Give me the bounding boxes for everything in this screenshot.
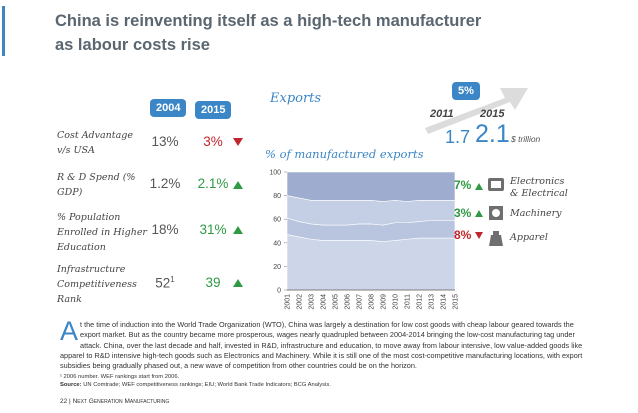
year: 2015 xyxy=(480,108,505,120)
y-tick-label: 100 xyxy=(269,170,281,177)
machinery-icon xyxy=(492,209,500,217)
up-arrow xyxy=(233,226,243,234)
accent-bar xyxy=(2,6,5,56)
indicator-label: R & D Spend (% GDP) xyxy=(57,172,136,198)
y-tick-label: 20 xyxy=(273,264,281,271)
x-tick-label: 2004 xyxy=(321,294,328,310)
separator: | xyxy=(69,398,71,405)
indicator-label: Cost Advantage v/s USA xyxy=(57,130,133,156)
value-2004: 1.2% xyxy=(149,176,181,191)
x-tick-label: 2012 xyxy=(417,294,424,310)
paragraph: t the time of induction into the World T… xyxy=(60,320,583,371)
up-arrow xyxy=(475,210,483,217)
y-tick-label: 40 xyxy=(273,240,281,247)
x-tick-label: 2015 xyxy=(453,294,460,310)
x-tick-label: 2014 xyxy=(441,294,448,310)
export-value: 2.1 xyxy=(475,120,510,148)
year-badge: 2015 xyxy=(195,101,232,119)
title-line: as labour costs rise xyxy=(55,36,210,54)
legend-change: 8% xyxy=(454,228,472,242)
y-tick-label: 80 xyxy=(273,193,281,200)
y-tick-label: 0 xyxy=(277,288,281,295)
x-tick-label: 2007 xyxy=(357,294,364,310)
page-footer: 22 | Next Generation Manufacturing xyxy=(60,398,169,405)
up-arrow xyxy=(233,279,243,287)
year: 2011 xyxy=(430,108,454,120)
source-text: UN Comtrade; WEF competitiveness ranking… xyxy=(83,382,331,388)
footnote-marker: 1 xyxy=(170,275,175,284)
value-2015: 39 xyxy=(205,275,221,290)
drop-cap: A xyxy=(60,316,79,346)
x-tick-label: 2001 xyxy=(285,294,292,310)
area xyxy=(286,171,456,202)
indicator-label: % Population Enrolled in Higher Educatio… xyxy=(57,212,147,253)
indicator-label: Infrastructure Competitiveness Rank xyxy=(57,264,137,305)
area xyxy=(286,234,456,291)
x-tick-label: 2003 xyxy=(309,294,316,310)
apparel-icon xyxy=(493,231,499,235)
x-tick-label: 2013 xyxy=(429,294,436,310)
source-label: Source: xyxy=(60,382,82,388)
up-arrow xyxy=(233,181,243,189)
value-2015: 3% xyxy=(203,134,223,149)
area-chart: 0 20 40 60 80 100 2001 2002 2003 2004 2005 2006 2007… xyxy=(269,170,459,310)
chart-title: % of manufactured exports xyxy=(265,147,424,161)
export-value: 1.7 xyxy=(445,127,471,147)
value-2004: 13% xyxy=(151,134,179,149)
legend-change: 7% xyxy=(454,178,472,192)
footnote: ¹ 2006 number. WEF rankings start from 2… xyxy=(60,374,180,380)
publication: Next Generation Manufacturing xyxy=(72,398,170,405)
exports-heading: Exports xyxy=(270,91,322,106)
x-tick-label: 2002 xyxy=(297,294,304,310)
apparel-icon xyxy=(489,235,503,246)
legend-label: Electronics & Electrical xyxy=(510,176,568,199)
growth-badge: 5% xyxy=(452,82,480,100)
down-arrow xyxy=(233,138,243,146)
growth-arrow xyxy=(425,88,528,134)
source: Source: UN Comtrade; WEF competitiveness… xyxy=(60,382,331,388)
up-arrow xyxy=(475,183,483,190)
legend-label: Apparel xyxy=(510,232,548,243)
icons xyxy=(488,178,504,246)
x-tick-label: 2005 xyxy=(333,294,340,310)
value-2015: 31% xyxy=(199,222,227,237)
legend-change: 3% xyxy=(454,206,472,220)
unit: $ trillion xyxy=(511,134,541,144)
x-tick-label: 2009 xyxy=(381,294,388,310)
value: 52 xyxy=(155,275,171,291)
electronics-icon xyxy=(491,181,501,188)
year-badge: 2004 xyxy=(150,99,187,117)
y-tick-label: 60 xyxy=(273,217,281,224)
value-2004: 521 xyxy=(140,275,190,291)
x-tick-label: 2011 xyxy=(405,294,412,309)
x-tick-label: 2006 xyxy=(345,294,352,310)
down-arrow xyxy=(475,232,483,239)
x-tick-label: 2008 xyxy=(369,294,376,310)
legend-label: Machinery xyxy=(510,208,562,219)
title-line: China is reinventing itself as a high-te… xyxy=(55,12,482,30)
x-tick-label: 2010 xyxy=(393,294,400,310)
title: China is reinventing itself as a high-te… xyxy=(55,9,481,57)
value-2015: 2.1% xyxy=(197,176,229,191)
value-2004: 18% xyxy=(151,222,179,237)
page-number: 22 xyxy=(60,398,68,405)
